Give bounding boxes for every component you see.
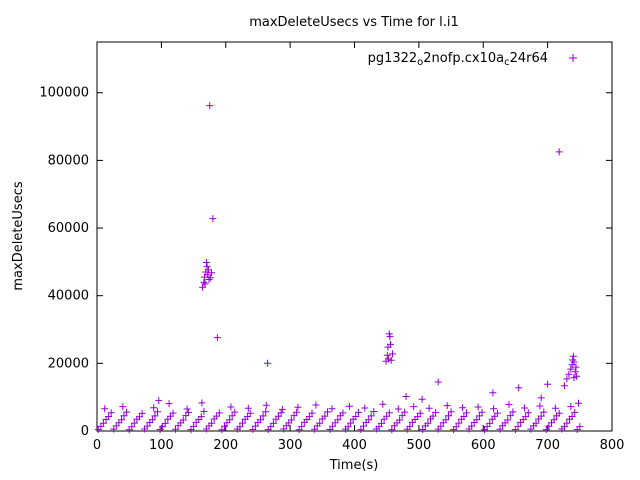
chart-title: maxDeleteUsecs vs Time for l.i1 <box>249 15 459 30</box>
x-tick-label: 500 <box>406 438 431 453</box>
scatter-points <box>94 102 584 434</box>
y-tick-labels: 0 20000 40000 60000 80000 100000 <box>39 86 89 439</box>
x-axis-label: Time(s) <box>329 458 379 473</box>
x-tick-label: 200 <box>213 438 238 453</box>
y-tick-label: 100000 <box>39 86 89 101</box>
y-tick-label: 60000 <box>48 221 89 236</box>
x-tick-label: 600 <box>471 438 496 453</box>
axis-ticks <box>96 42 613 432</box>
y-tick-label: 0 <box>81 424 89 439</box>
y-axis-label: maxDeleteUsecs <box>11 181 26 290</box>
x-tick-label: 400 <box>342 438 367 453</box>
legend-label: pg1322o2nofp.cx10ac24r64 <box>368 51 548 68</box>
x-tick-label: 700 <box>535 438 560 453</box>
x-tick-labels: 0 100 200 300 400 500 600 700 800 <box>93 438 625 453</box>
legend-plus-marker-icon <box>569 54 577 62</box>
x-tick-label: 800 <box>600 438 625 453</box>
x-tick-label: 100 <box>149 438 174 453</box>
x-tick-label: 300 <box>278 438 303 453</box>
x-tick-label: 0 <box>93 438 101 453</box>
y-tick-label: 20000 <box>48 356 89 371</box>
y-tick-label: 40000 <box>48 289 89 304</box>
plot-border <box>96 41 613 432</box>
y-tick-label: 80000 <box>48 153 89 168</box>
